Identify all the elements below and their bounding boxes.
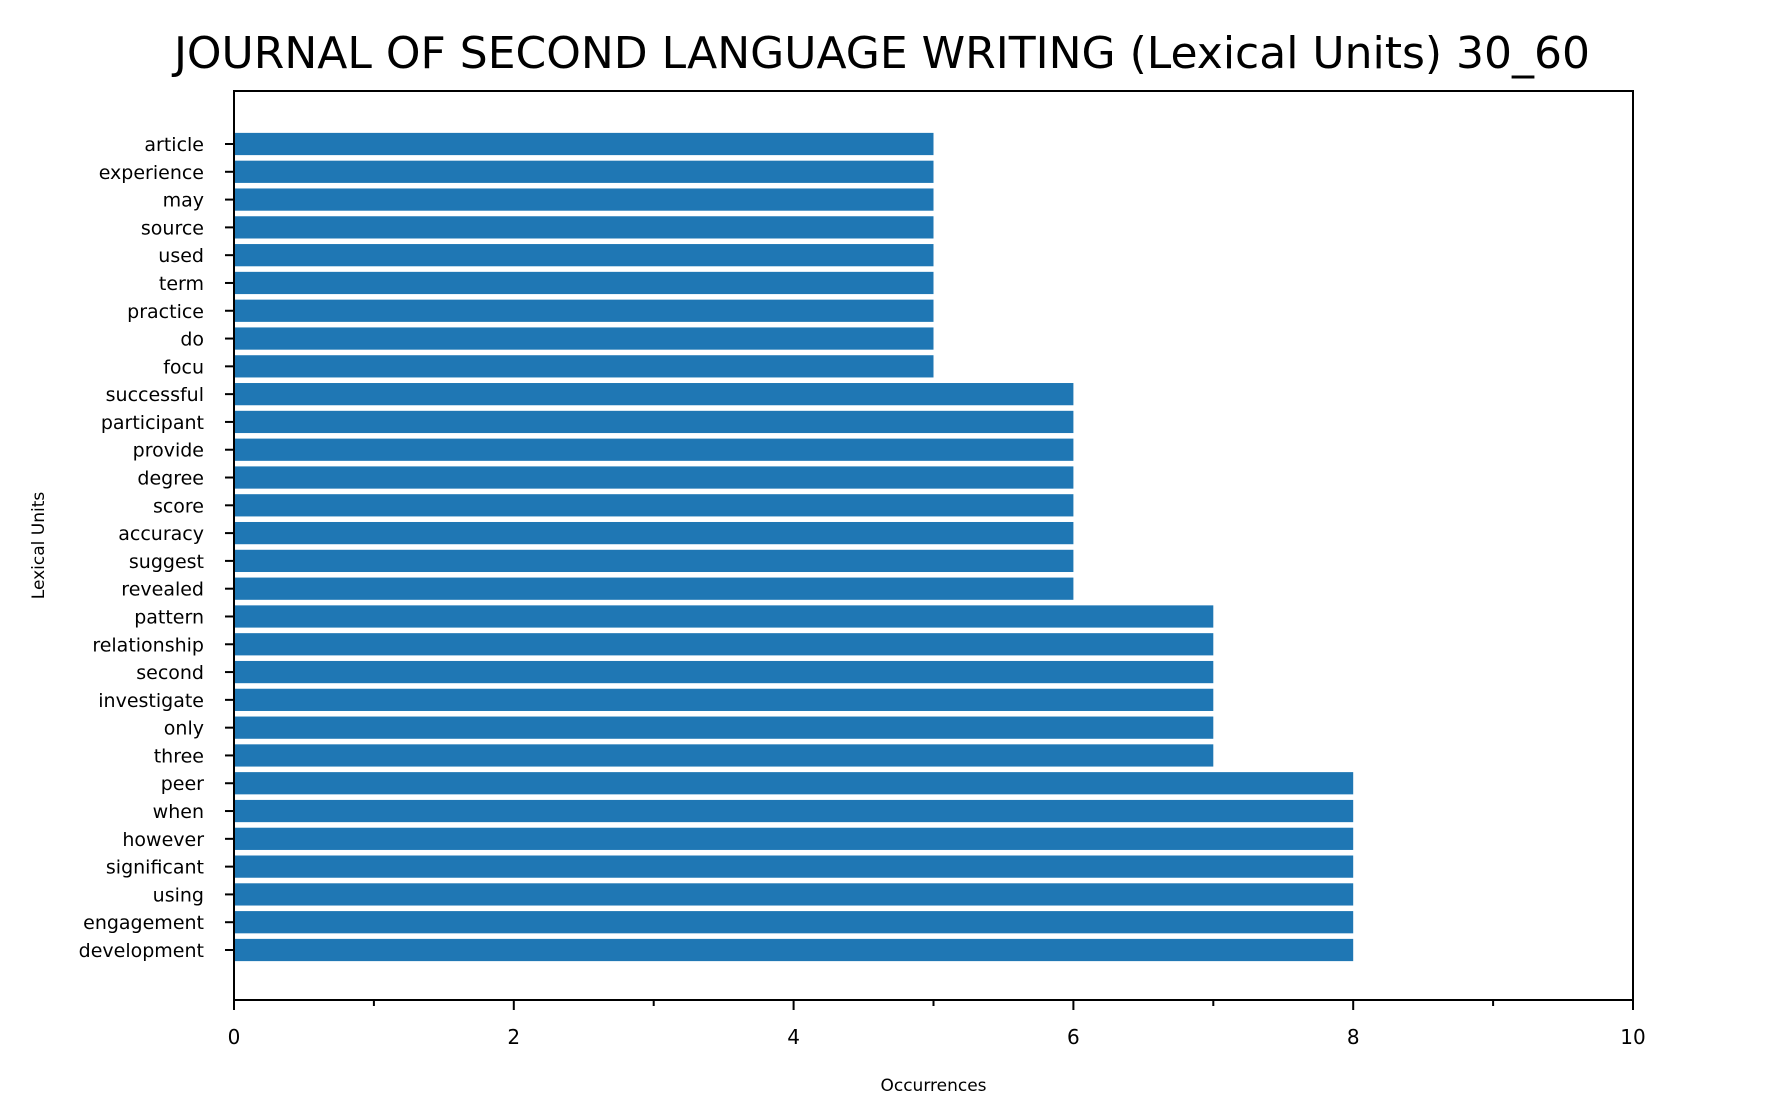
bar-only [234, 716, 1214, 739]
y-tick-label: participant [101, 412, 204, 434]
y-tick-label: engagement [83, 912, 204, 934]
y-tick-label: successful [106, 384, 204, 406]
bar-may [234, 188, 934, 211]
bar-significant [234, 855, 1354, 878]
y-tick-label: revealed [121, 579, 204, 601]
bar-source [234, 216, 934, 239]
x-tick-label: 8 [1347, 1025, 1360, 1049]
y-tick-label: significant [106, 857, 204, 879]
bar-pattern [234, 605, 1214, 628]
x-axis-label: Occurrences [880, 1076, 986, 1096]
y-tick-label: investigate [98, 690, 204, 712]
y-tick-label: using [153, 884, 204, 906]
bar-focu [234, 355, 934, 378]
x-tick-label: 4 [787, 1025, 800, 1049]
y-tick-label: experience [99, 162, 204, 184]
y-tick-label: provide [133, 440, 204, 462]
bar-participant [234, 410, 1074, 434]
x-ticks: 0 2 4 6 8 10 [228, 1000, 1646, 1049]
y-tick-label: when [153, 801, 204, 823]
bar-however [234, 827, 1354, 850]
y-tick-label: however [122, 829, 204, 851]
y-tick-label: development [79, 940, 204, 962]
bar-provide [234, 438, 1074, 461]
bar-three [234, 744, 1214, 767]
y-tick-label: accuracy [118, 523, 204, 545]
bar-revealed [234, 577, 1074, 600]
bar-experience [234, 160, 934, 183]
y-tick-label: score [153, 495, 204, 517]
x-tick-label: 2 [507, 1025, 520, 1049]
y-tick-label: term [159, 273, 204, 295]
y-tick-label: three [154, 745, 204, 767]
bar-degree [234, 466, 1074, 489]
y-tick-label: second [136, 662, 204, 684]
bar-development [234, 938, 1354, 962]
x-tick-label: 6 [1067, 1025, 1080, 1049]
bar-using [234, 883, 1354, 906]
y-ticks: article experience may source used term practi… [79, 134, 234, 962]
y-tick-label: do [180, 329, 204, 351]
x-tick-label: 10 [1620, 1025, 1645, 1049]
y-tick-label: focu [163, 356, 204, 378]
bar-article [234, 132, 934, 156]
y-tick-label: source [141, 217, 204, 239]
y-tick-label: pattern [134, 606, 204, 628]
bar-successful [234, 383, 1074, 406]
bar-peer [234, 772, 1354, 795]
plot-frame [233, 90, 1634, 1001]
y-tick-label: peer [161, 773, 204, 795]
y-axis-label: Lexical Units [29, 492, 49, 600]
bar-do [234, 327, 934, 350]
chart-title: JOURNAL OF SECOND LANGUAGE WRITING (Lexi… [171, 28, 1590, 79]
bar-relationship [234, 633, 1214, 656]
bar-second [234, 660, 1214, 684]
bar-when [234, 799, 1354, 823]
bar-term [234, 271, 934, 295]
y-tick-label: suggest [129, 551, 204, 573]
y-tick-label: only [164, 718, 204, 740]
x-tick-label: 0 [228, 1025, 241, 1049]
y-tick-label: relationship [92, 634, 204, 656]
y-tick-label: degree [137, 468, 204, 490]
bar-investigate [234, 688, 1214, 711]
bar-accuracy [234, 521, 1074, 545]
bar-used [234, 244, 934, 267]
bar-engagement [234, 911, 1354, 934]
bar-practice [234, 299, 934, 322]
bar-score [234, 494, 1074, 517]
y-tick-label: article [144, 134, 204, 156]
bars-group [234, 132, 1354, 962]
y-tick-label: may [163, 190, 204, 212]
y-tick-label: practice [127, 301, 204, 323]
bar-suggest [234, 549, 1074, 573]
y-tick-label: used [158, 245, 204, 267]
